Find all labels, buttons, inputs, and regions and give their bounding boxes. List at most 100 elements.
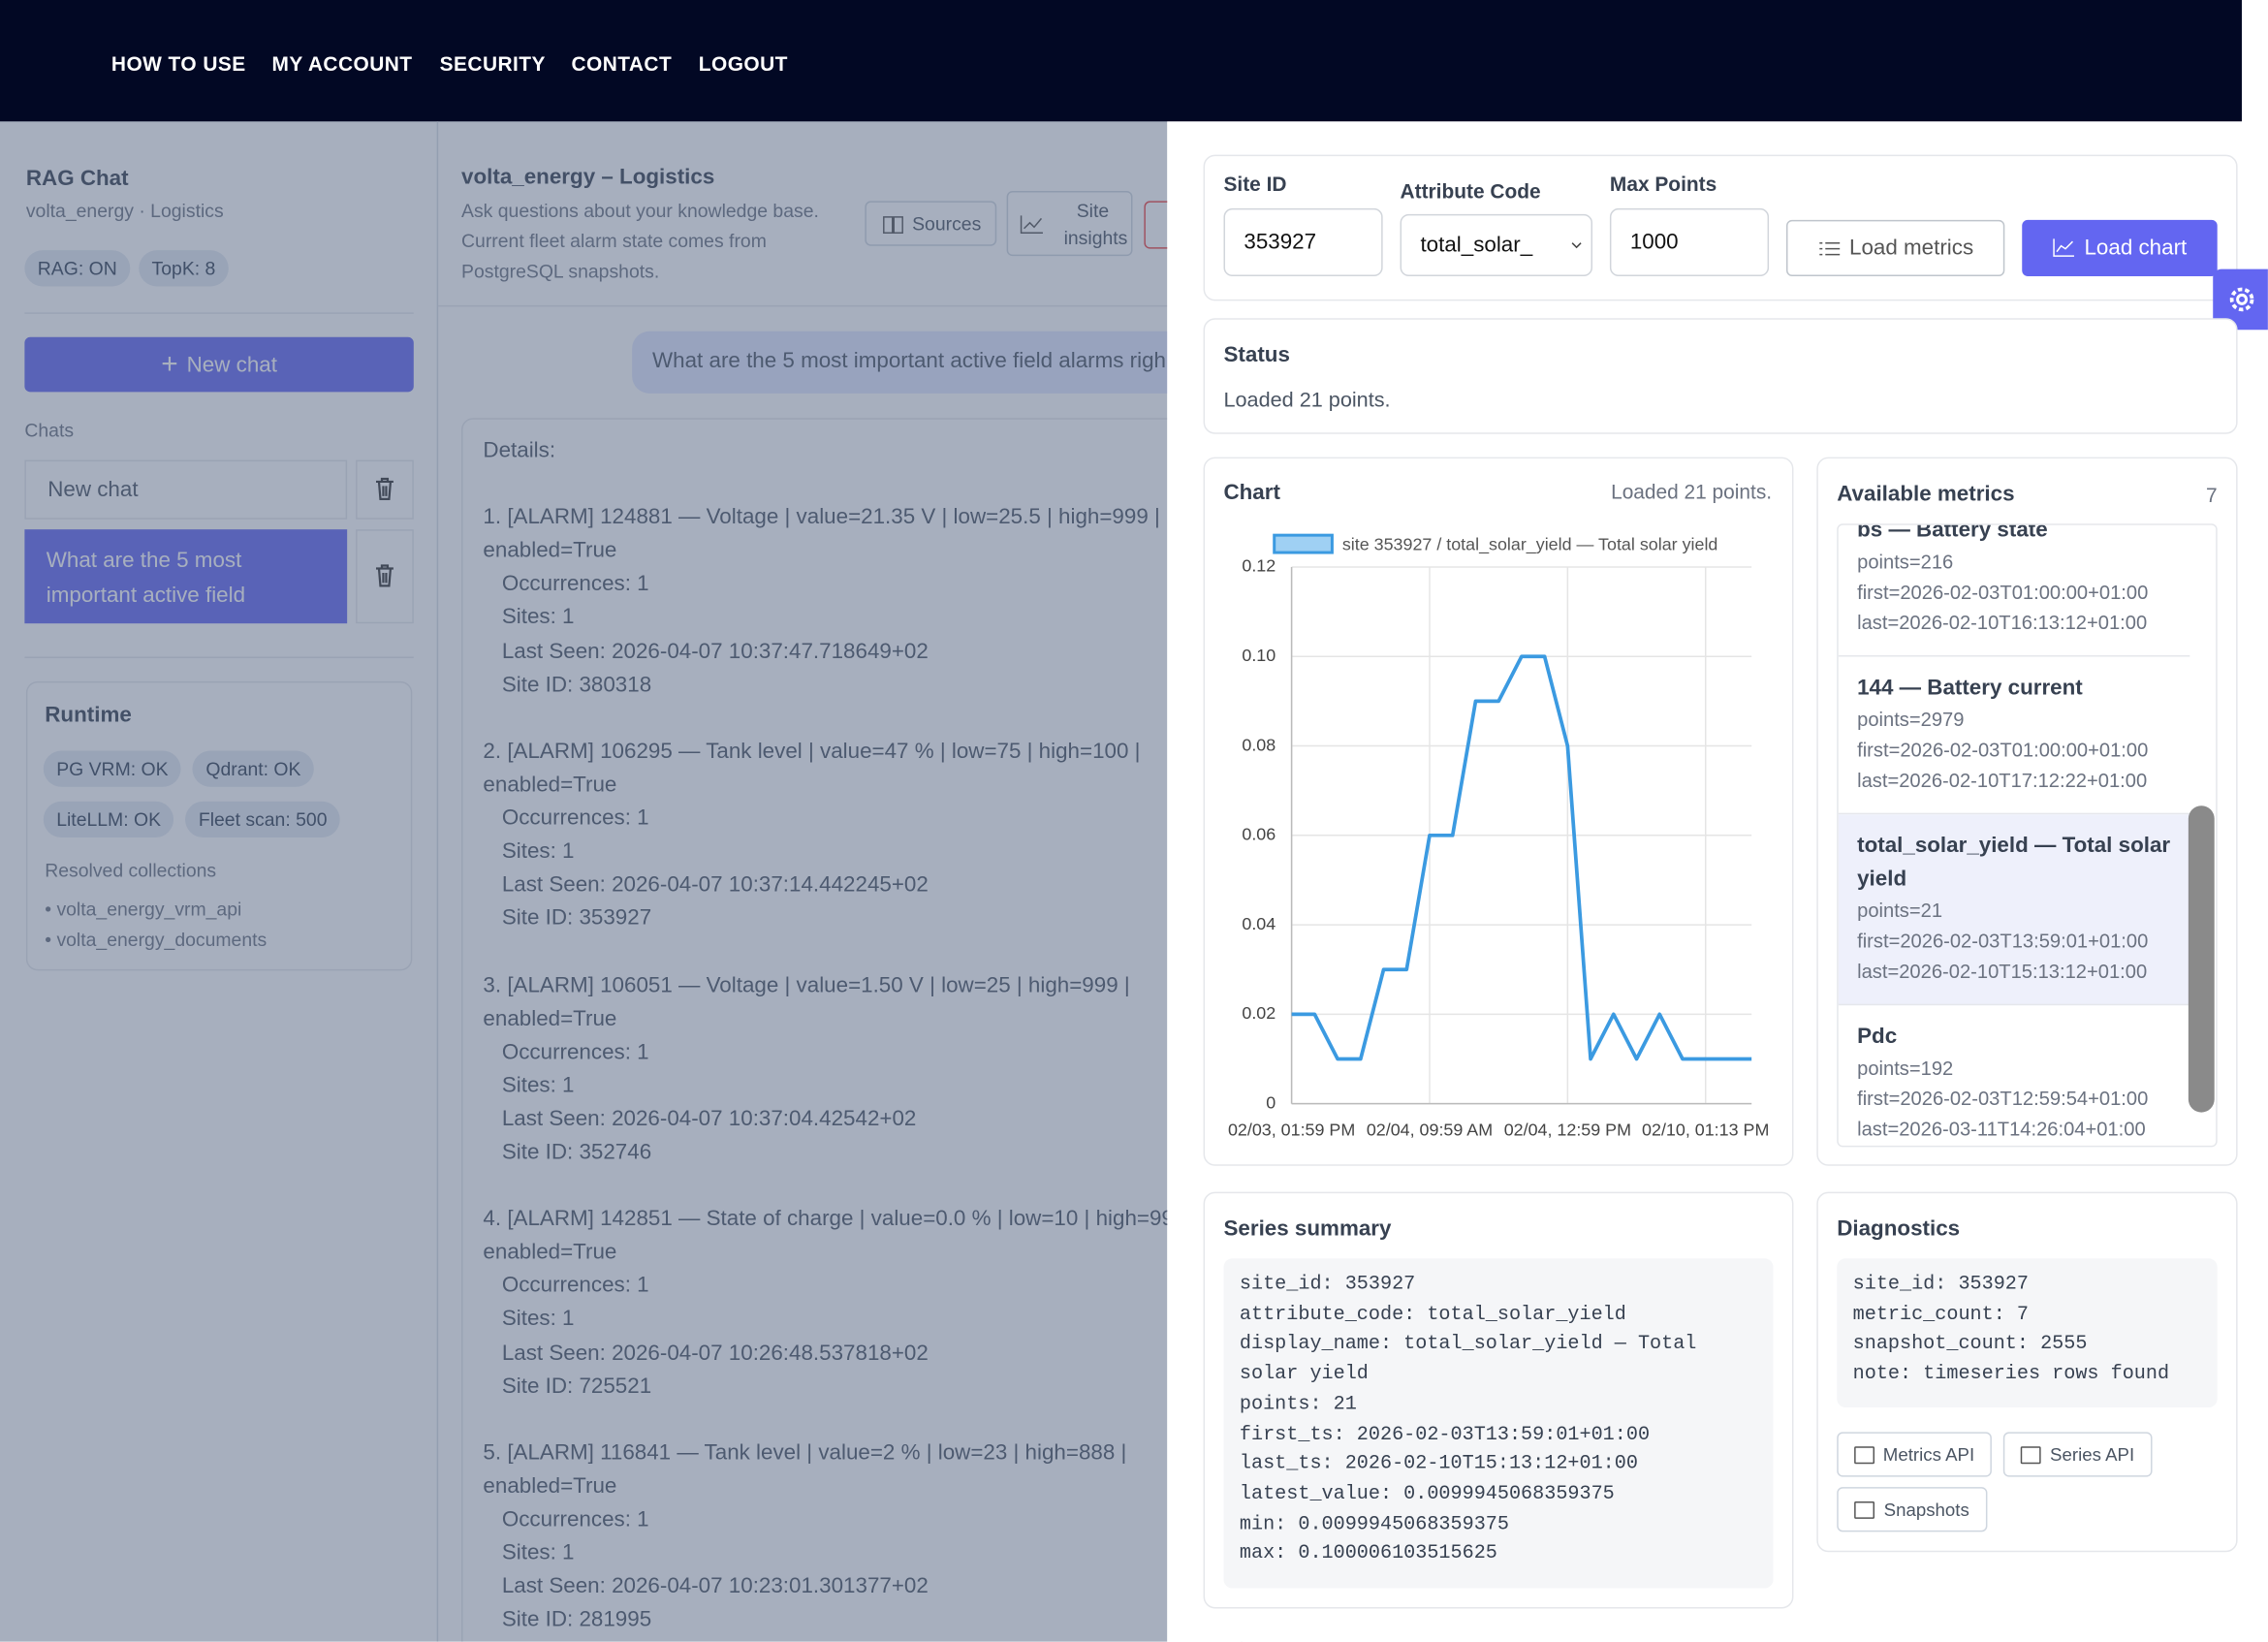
metric-title: total_solar_yield — Total solar yield (1857, 833, 2171, 892)
backdrop[interactable] (0, 121, 1168, 1642)
api-button[interactable]: Series API (2002, 1432, 2153, 1477)
diagnostics-title: Diagnostics (1837, 1216, 1961, 1242)
metric-line: points=21 (1857, 900, 1943, 922)
chart-icon (2053, 238, 2075, 257)
scrollbar-thumb[interactable] (2188, 805, 2215, 1113)
summary-line: solar yield (1239, 1364, 1369, 1386)
metrics-items: bs — Battery state points=216 first=2026-0… (1838, 523, 2190, 1146)
nav-link[interactable]: MY ACCOUNT (271, 51, 413, 76)
summary-line: last_ts: 2026-02-10T15:13:12+01:00 (1239, 1454, 1638, 1476)
summary-line: site_id: 353927 (1239, 1274, 1416, 1297)
nav-link[interactable]: LOGOUT (698, 51, 788, 76)
nav-link[interactable]: CONTACT (571, 51, 673, 76)
diagnostics-card: Diagnostics site_id: 353927 metric_count:… (1816, 1191, 2238, 1553)
label: Metrics API (1882, 1444, 1975, 1465)
icon (1854, 1500, 1875, 1519)
summary-title: Series summary (1223, 1216, 1392, 1242)
label: Series API (2050, 1444, 2135, 1465)
metric-line: first=2026-02-03T01:00:00+01:00 (1857, 739, 2149, 761)
x-tick-label: 02/04, 12:59 PM (1504, 1121, 1631, 1140)
diagnostics-line: site_id: 353927 (1852, 1274, 2029, 1297)
max-points-input[interactable]: 1000 (1609, 207, 1770, 277)
metric-line: first=2026-02-03T01:00:00+01:00 (1857, 581, 2149, 604)
status-text: Loaded 21 points. (1223, 389, 1391, 413)
chart-card-title: Chart (1223, 480, 1280, 504)
metrics-title: Available metrics (1837, 481, 2015, 507)
chart-card: Chart Loaded 21 points. 0 0.02 0.04 0.06 0.0… (1203, 457, 1794, 1166)
metric-title: 144 — Battery current (1857, 675, 2083, 701)
metric-line: points=2979 (1857, 709, 1965, 731)
diagnostics-line: metric_count: 7 (1852, 1304, 2029, 1326)
summary-line: display_name: total_solar_yield — Total (1239, 1334, 1697, 1356)
metrics-list: bs — Battery state points=216 first=2026-0… (1837, 523, 2218, 1148)
diagnostics-text: site_id: 353927 metric_count: 7 snapshot_c… (1837, 1258, 2218, 1408)
api-button[interactable]: Metrics API (1837, 1432, 1992, 1477)
label: Snapshots (1883, 1499, 1969, 1520)
summary-text: site_id: 353927 attribute_code: total_sol… (1223, 1258, 1774, 1589)
metric-line: first=2026-02-03T12:59:54+01:00 (1857, 1088, 2149, 1110)
attribute-select[interactable]: total_solar_ (1400, 213, 1593, 277)
edge (2242, 0, 2268, 122)
value: total_solar_ (1420, 233, 1533, 258)
status-card: Status Loaded 21 points. (1203, 318, 2238, 434)
metric-item[interactable]: Pdc points=192 first=2026-02-03T12:59:54+0… (1839, 1005, 2190, 1146)
y-tick-label: 0.04 (1242, 914, 1276, 933)
summary-line: first_ts: 2026-02-03T13:59:01+01:00 (1239, 1424, 1651, 1446)
y-tick-label: 0.08 (1242, 735, 1276, 754)
metric-line: points=192 (1857, 1057, 1954, 1080)
metric-line: last=2026-02-10T15:13:12+01:00 (1857, 960, 2148, 983)
summary-line: latest_value: 0.0099945068359375 (1239, 1483, 1615, 1506)
metrics-card: Available metrics 7 bs — Battery state po… (1816, 457, 2238, 1166)
legend-swatch (1273, 533, 1334, 554)
label: Load chart (2084, 236, 2188, 261)
label: Max Points (1609, 172, 1717, 196)
api-button[interactable]: Snapshots (1837, 1487, 1988, 1532)
metric-item[interactable]: total_solar_yield — Total solar yield poi… (1838, 814, 2190, 1006)
nav-link[interactable]: SECURITY (439, 51, 546, 76)
chart-status: Loaded 21 points. (1611, 481, 1772, 503)
metrics-count: 7 (2206, 483, 2218, 507)
metric-line: first=2026-02-03T13:59:01+01:00 (1857, 930, 2149, 952)
gear-icon (2229, 287, 2254, 312)
y-tick-label: 0 (1266, 1092, 1276, 1112)
label: Load metrics (1848, 236, 1974, 261)
metric-line: points=216 (1857, 551, 1954, 573)
summary-line: max: 0.100006103515625 (1239, 1543, 1497, 1566)
form-card: Site ID 353927 Attribute Code total_sola… (1203, 154, 2238, 301)
metric-line: last=2026-02-10T16:13:12+01:00 (1857, 612, 2148, 634)
y-tick-label: 0.10 (1242, 646, 1276, 665)
label: Site ID (1223, 172, 1287, 196)
legend-label: site 353927 / total_solar_yield — Total … (1342, 534, 1718, 554)
series-line (1291, 654, 1752, 1061)
metric-title: bs — Battery state (1857, 523, 2048, 543)
x-tick-label: 02/03, 01:59 PM (1228, 1121, 1355, 1140)
label: Attribute Code (1400, 179, 1541, 203)
x-tick-label: 02/04, 09:59 AM (1367, 1121, 1493, 1140)
metric-line: last=2026-03-11T14:26:04+01:00 (1857, 1118, 2146, 1140)
site-id-input[interactable]: 353927 (1223, 207, 1383, 277)
summary-line: points: 21 (1239, 1394, 1357, 1416)
load-chart-button[interactable]: Load chart (2022, 219, 2218, 277)
metric-item[interactable]: bs — Battery state points=216 first=2026-0… (1838, 523, 2190, 657)
nav-link[interactable]: HOW TO USE (110, 51, 246, 76)
load-metrics-button[interactable]: Load metrics (1785, 219, 2005, 277)
top-nav: HOW TO USE MY ACCOUNT SECURITY CONTACT LOGOU… (0, 0, 2243, 122)
x-tick-label: 02/10, 01:13 PM (1642, 1121, 1769, 1140)
metric-item[interactable]: 144 — Battery current points=2979 first=20… (1838, 657, 2190, 815)
diagnostics-line: note: timeseries rows found (1852, 1364, 2170, 1386)
chart: Chart Loaded 21 points. 0 0.02 0.04 0.06 0.0… (1223, 480, 1772, 1140)
diagnostics-line: snapshot_count: 2555 (1852, 1334, 2088, 1356)
icon (1853, 1445, 1874, 1464)
metric-line: last=2026-02-10T17:12:22+01:00 (1857, 769, 2148, 792)
icon (2021, 1445, 2042, 1464)
y-tick-label: 0.02 (1242, 1003, 1276, 1023)
summary-card: Series summary site_id: 353927 attribute_… (1203, 1191, 1794, 1609)
y-tick-label: 0.12 (1242, 556, 1276, 576)
metric-title: Pdc (1857, 1024, 1898, 1049)
caret (1571, 242, 1582, 249)
list-icon (1818, 241, 1840, 255)
summary-line: attribute_code: total_solar_yield (1239, 1304, 1626, 1326)
status-title: Status (1223, 342, 1290, 368)
